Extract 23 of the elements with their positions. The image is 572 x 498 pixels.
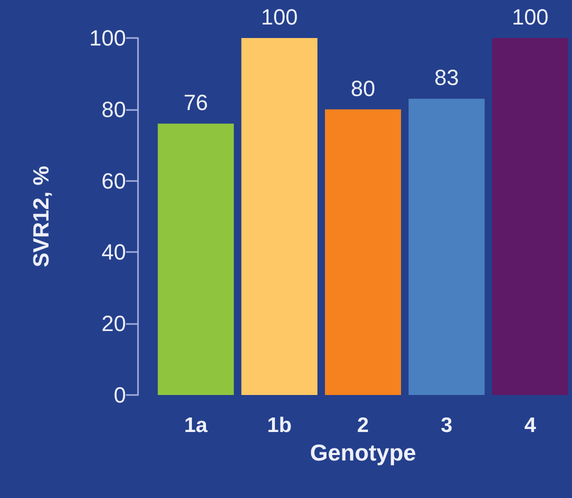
x-tick-label: 1a	[184, 414, 208, 437]
y-axis-title: SVR12, %	[28, 166, 54, 268]
y-tick-label: 80	[102, 96, 126, 122]
bar	[324, 109, 402, 395]
x-tick-label: 4	[524, 414, 536, 437]
bar	[492, 38, 568, 395]
data-label: 80	[350, 76, 376, 101]
data-label: 83	[434, 65, 459, 90]
y-tick-label: 100	[89, 26, 126, 50]
y-tick-label: 60	[102, 168, 126, 194]
bar	[241, 38, 318, 395]
y-tick-label: 40	[102, 240, 126, 265]
x-tick-label: 1b	[267, 414, 292, 437]
bar	[158, 124, 234, 395]
data-label: 76	[184, 90, 208, 116]
x-tick-label: 2	[357, 414, 369, 437]
y-tick-label: 0	[114, 382, 126, 408]
x-axis-title: Genotype	[310, 440, 416, 466]
data-label: 100	[261, 4, 298, 30]
y-tick-label: 20	[102, 311, 126, 336]
bar	[408, 98, 485, 395]
data-label: 100	[512, 4, 549, 30]
x-tick-label: 3	[440, 414, 452, 437]
